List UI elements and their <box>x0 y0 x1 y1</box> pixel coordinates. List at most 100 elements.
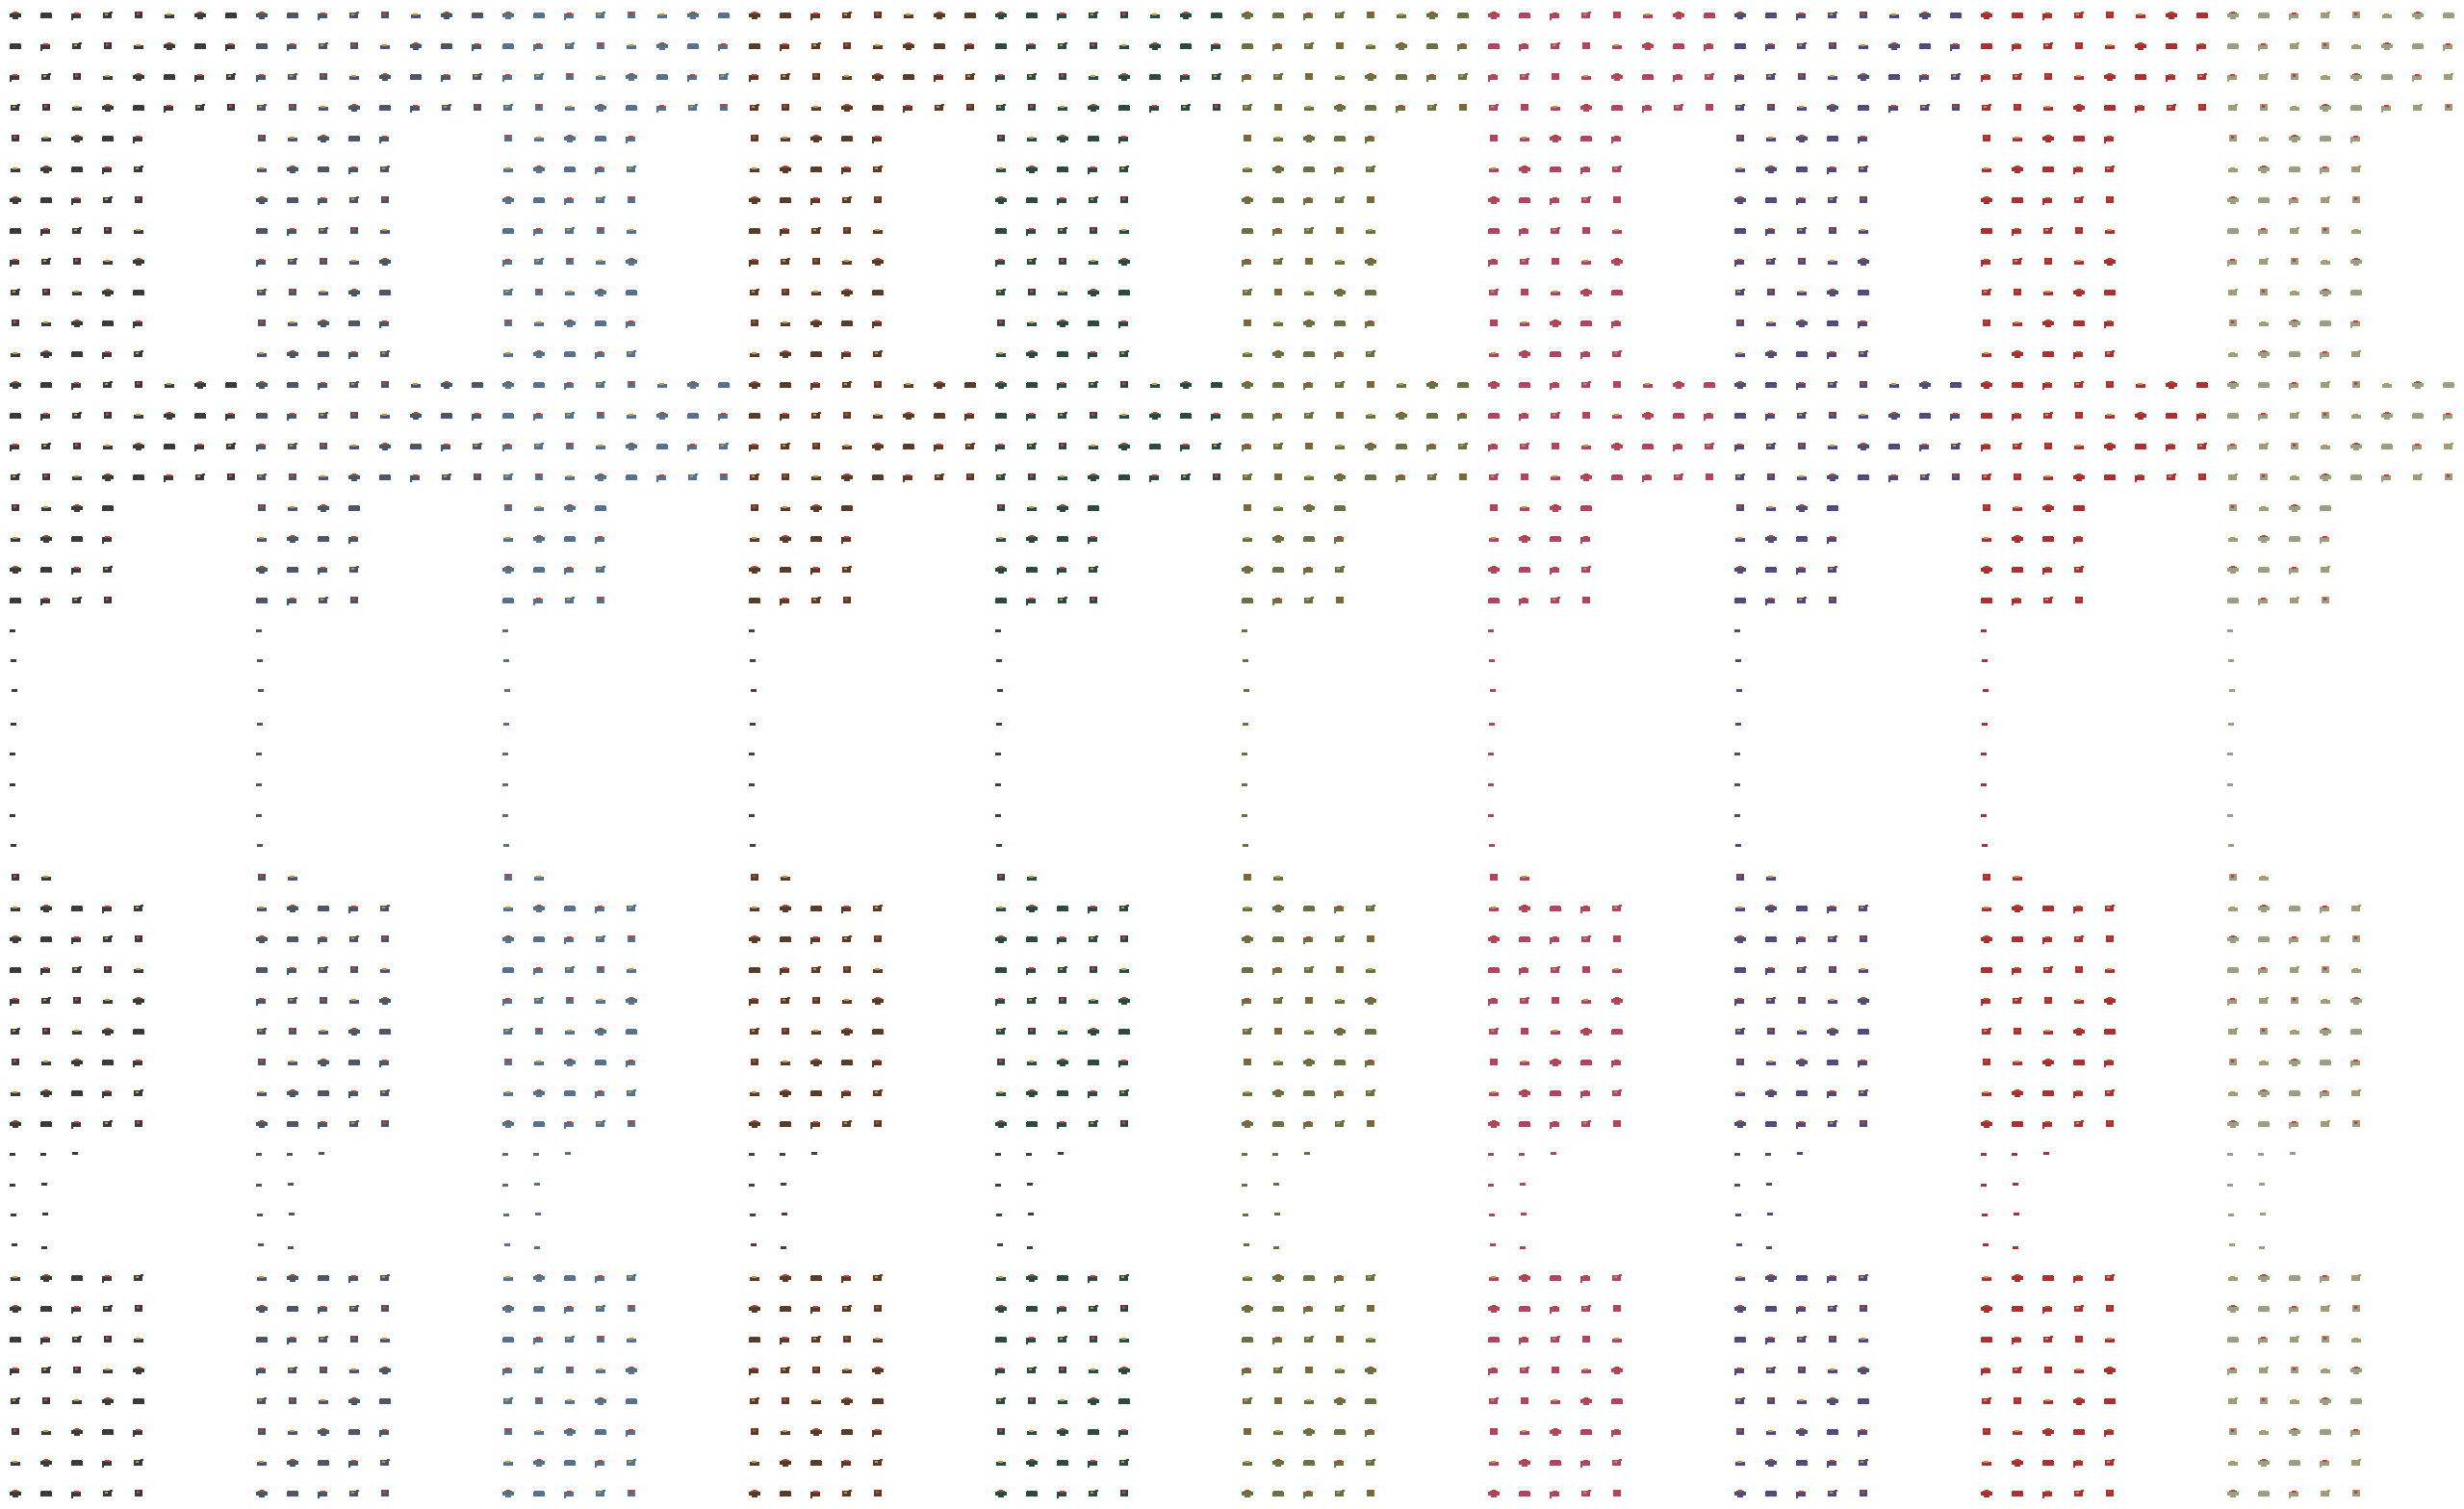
sprite-pixel <box>567 291 572 293</box>
sprite-pixel <box>1121 167 1124 169</box>
sprite-pixel <box>1121 907 1124 908</box>
sprite-pixel <box>383 997 387 999</box>
sprite-pixel <box>318 352 329 357</box>
sprite-pixel <box>13 444 17 446</box>
sprite-frame <box>770 1047 801 1078</box>
sprite-pixel <box>1707 105 1710 108</box>
sprite-pixel <box>841 911 843 913</box>
sprite-pixel <box>564 1276 576 1281</box>
sprite-pixel <box>383 1367 387 1368</box>
sprite-frame <box>616 1355 647 1386</box>
sprite-pixel <box>505 1091 510 1093</box>
sprite-pixel <box>813 1064 819 1066</box>
sprite-pixel <box>290 541 295 543</box>
sprite-pixel <box>1095 196 1098 198</box>
sprite-frame <box>1078 1386 1109 1417</box>
sprite-pixel <box>321 1368 324 1370</box>
sprite-pixel <box>43 967 48 969</box>
sprite-pixel <box>1551 351 1560 352</box>
sprite-frame <box>924 92 955 123</box>
sprite-pixel <box>105 351 110 353</box>
sprite-pixel <box>318 1312 320 1314</box>
sprite-frame <box>1694 31 1725 62</box>
sprite-pixel <box>1272 1492 1284 1496</box>
sprite-pixel <box>1126 1089 1129 1091</box>
sprite-pixel <box>1121 1461 1124 1463</box>
sprite-frame <box>770 524 801 554</box>
sprite-pixel <box>379 326 381 328</box>
sprite-variant-block <box>246 0 493 1509</box>
sprite-frame <box>1232 400 1263 431</box>
sprite-pixel <box>1304 351 1314 352</box>
sprite-frame <box>554 400 585 431</box>
sprite-pixel <box>13 505 16 508</box>
sprite-pixel <box>505 387 511 389</box>
sprite-pixel <box>1307 74 1310 77</box>
sprite-pixel <box>629 1276 631 1278</box>
sprite-pixel <box>568 1368 571 1370</box>
sprite-pixel <box>1523 290 1526 293</box>
sprite-frame <box>1324 1078 1355 1109</box>
sprite-frame <box>1294 185 1324 216</box>
sprite-pixel <box>1614 320 1619 322</box>
sprite-pixel <box>260 1429 263 1432</box>
sprite-pixel <box>996 659 1002 662</box>
sprite-frame <box>801 246 832 277</box>
sprite-pixel <box>505 202 511 204</box>
sprite-pixel <box>572 412 575 414</box>
sprite-pixel <box>102 357 104 359</box>
sprite-pixel <box>1245 1461 1249 1463</box>
sprite-pixel <box>541 258 544 260</box>
sprite-frame <box>462 92 493 123</box>
sprite-pixel <box>565 351 575 352</box>
sprite-frame <box>400 431 431 462</box>
sprite-pixel <box>1427 43 1437 44</box>
sprite-frame <box>1294 1355 1324 1386</box>
sprite-frame <box>647 370 678 400</box>
sprite-pixel <box>445 12 449 13</box>
sprite-pixel <box>1557 412 1560 414</box>
sprite-pixel <box>1121 1429 1126 1431</box>
sprite-frame <box>616 431 647 462</box>
sprite-pixel <box>1522 228 1527 230</box>
sprite-pixel <box>568 135 572 137</box>
sprite-frame <box>1294 554 1324 585</box>
sprite-pixel <box>849 1120 852 1122</box>
sprite-frame <box>1047 308 1078 339</box>
sprite-frame <box>1263 277 1294 308</box>
sprite-frame <box>832 0 862 31</box>
sprite-pixel <box>1588 12 1591 13</box>
sprite-pixel <box>534 567 544 568</box>
sprite-pixel <box>783 228 787 230</box>
sprite-pixel <box>1034 443 1037 445</box>
sprite-pixel <box>1153 412 1157 414</box>
sprite-pixel <box>348 137 360 141</box>
sprite-pixel <box>1399 42 1403 44</box>
sprite-frame <box>1324 1109 1355 1139</box>
sprite-pixel <box>133 475 144 480</box>
sprite-pixel <box>626 1399 637 1404</box>
sprite-pixel <box>937 475 939 477</box>
sprite-frame <box>1109 1386 1140 1417</box>
sprite-pixel <box>998 352 1003 354</box>
sprite-pixel <box>1337 13 1340 15</box>
sprite-frame <box>832 924 862 955</box>
sprite-pixel <box>10 80 12 82</box>
sprite-frame <box>986 955 1016 985</box>
sprite-frame <box>123 924 154 955</box>
sprite-frame <box>1232 1047 1263 1078</box>
sprite-frame <box>339 1447 370 1478</box>
sprite-pixel <box>13 291 15 293</box>
sprite-pixel <box>750 844 756 847</box>
sprite-frame <box>339 1386 370 1417</box>
sprite-pixel <box>1306 510 1312 512</box>
sprite-pixel <box>567 1434 573 1436</box>
sprite-frame <box>0 493 31 524</box>
sprite-pixel <box>349 136 359 137</box>
sprite-frame <box>1047 585 1078 616</box>
sprite-pixel <box>71 1461 83 1466</box>
sprite-frame <box>770 1355 801 1386</box>
sprite-pixel <box>105 1368 110 1370</box>
sprite-pixel <box>1303 1276 1315 1281</box>
sprite-pixel <box>533 419 535 421</box>
